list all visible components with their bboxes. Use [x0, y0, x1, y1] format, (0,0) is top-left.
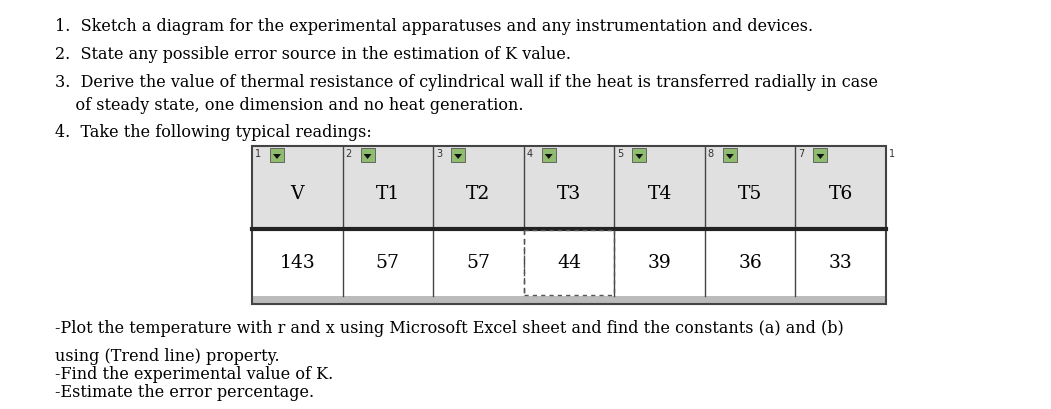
Text: 57: 57 — [467, 254, 491, 272]
Text: 39: 39 — [647, 254, 672, 272]
Polygon shape — [454, 155, 462, 160]
Polygon shape — [635, 155, 643, 160]
Bar — [633, 148, 646, 163]
Polygon shape — [817, 155, 824, 160]
Bar — [541, 148, 556, 163]
Text: 57: 57 — [376, 254, 399, 272]
Text: V: V — [290, 185, 304, 203]
Text: 5: 5 — [617, 148, 623, 159]
Text: T6: T6 — [828, 185, 852, 203]
Text: 1.  Sketch a diagram for the experimental apparatuses and any instrumentation an: 1. Sketch a diagram for the experimental… — [55, 18, 813, 35]
Text: T2: T2 — [467, 185, 491, 203]
Text: -Estimate the error percentage.: -Estimate the error percentage. — [55, 383, 314, 400]
Bar — [270, 148, 284, 163]
Polygon shape — [273, 155, 281, 160]
Text: 4: 4 — [527, 148, 533, 159]
Bar — [723, 148, 737, 163]
Text: T1: T1 — [375, 185, 400, 203]
Text: 143: 143 — [280, 254, 315, 272]
Text: 8: 8 — [708, 148, 714, 159]
Bar — [813, 148, 827, 163]
Text: 36: 36 — [738, 254, 762, 272]
Polygon shape — [726, 155, 734, 160]
Polygon shape — [364, 155, 372, 160]
Text: 2.  State any possible error source in the estimation of K value.: 2. State any possible error source in th… — [55, 46, 571, 63]
Polygon shape — [544, 155, 553, 160]
Text: 3: 3 — [436, 148, 442, 159]
Text: 7: 7 — [799, 148, 805, 159]
Text: 4.  Take the following typical readings:: 4. Take the following typical readings: — [55, 124, 372, 141]
Text: 3.  Derive the value of thermal resistance of cylindrical wall if the heat is tr: 3. Derive the value of thermal resistanc… — [55, 74, 878, 91]
Text: 1: 1 — [889, 148, 895, 159]
Text: T3: T3 — [557, 185, 581, 203]
Bar — [252, 296, 886, 305]
Text: -Plot the temperature with r and x using Microsoft Excel sheet and find the cons: -Plot the temperature with r and x using… — [55, 319, 844, 336]
Text: 33: 33 — [829, 254, 852, 272]
Bar — [252, 147, 886, 229]
Text: T4: T4 — [647, 185, 672, 203]
Text: using (Trend line) property.: using (Trend line) property. — [55, 347, 280, 364]
Text: 2: 2 — [346, 148, 352, 159]
Text: T5: T5 — [738, 185, 762, 203]
Bar — [252, 229, 886, 304]
Bar — [360, 148, 374, 163]
Text: -Find the experimental value of K.: -Find the experimental value of K. — [55, 365, 333, 382]
Text: of steady state, one dimension and no heat generation.: of steady state, one dimension and no he… — [55, 97, 523, 114]
Text: 44: 44 — [557, 254, 581, 272]
Text: 1: 1 — [255, 148, 261, 159]
Bar — [252, 147, 886, 304]
Bar — [451, 148, 466, 163]
